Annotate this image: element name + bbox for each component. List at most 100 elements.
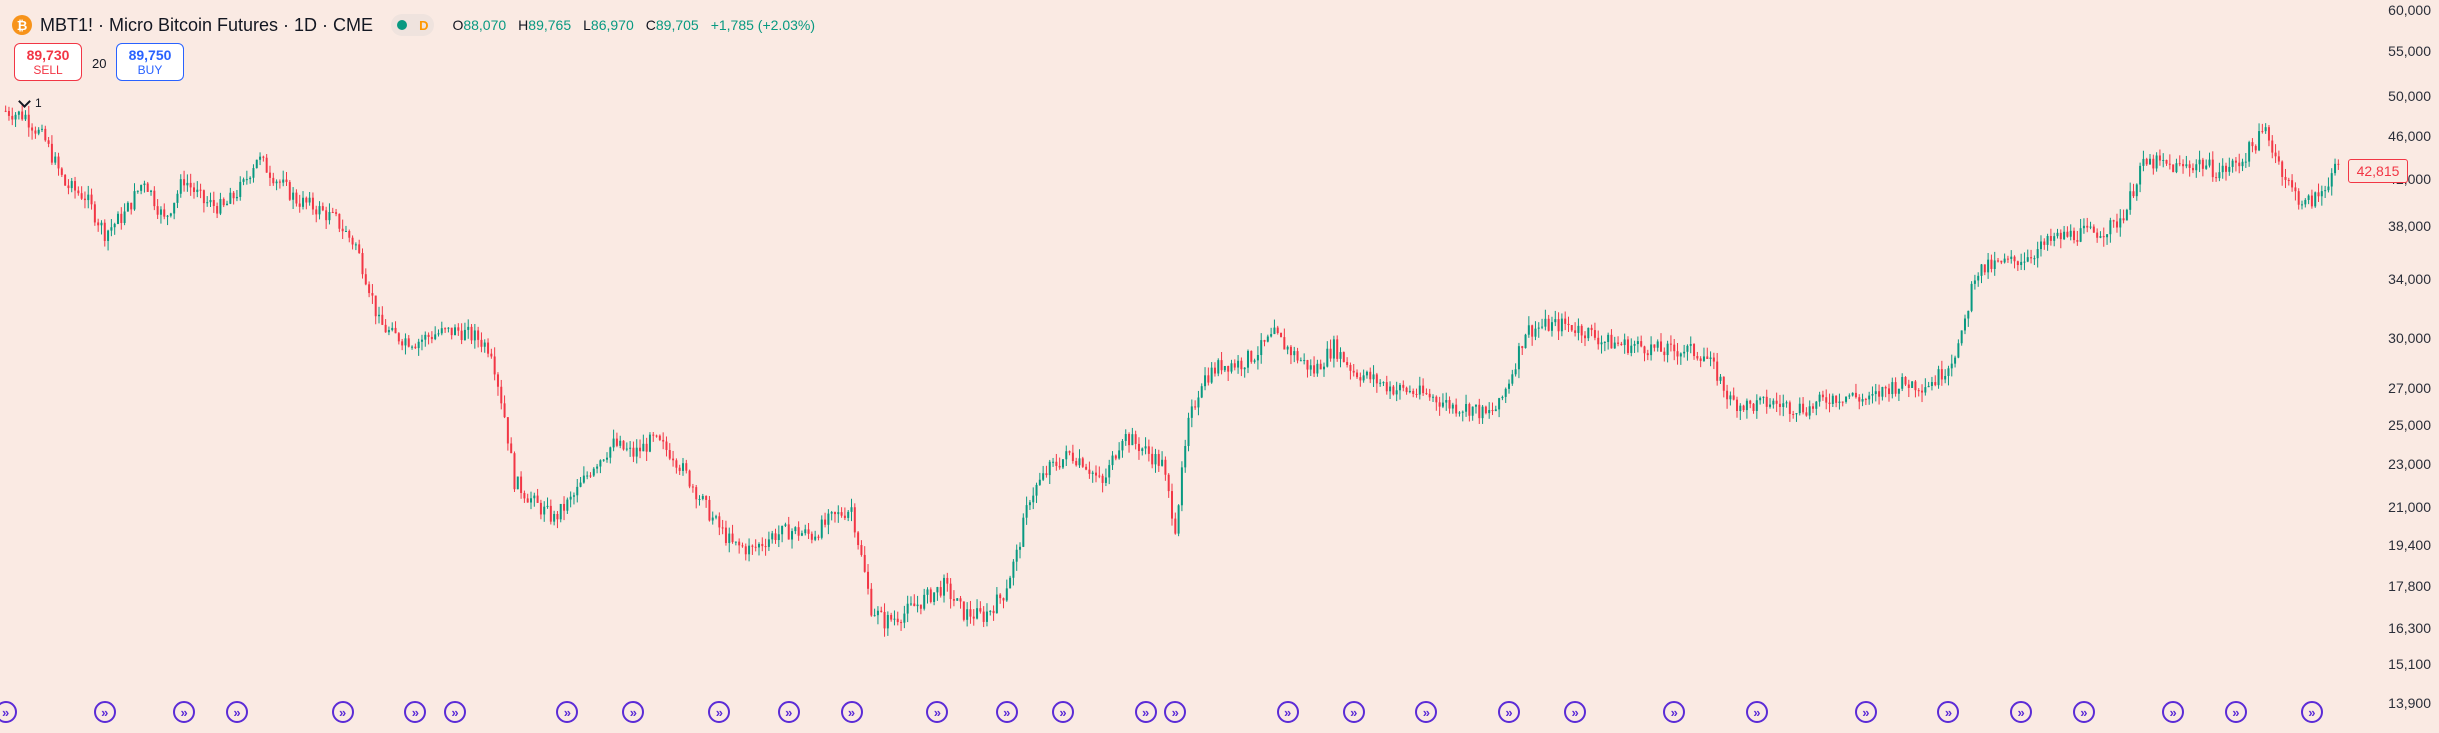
event-marker-icon[interactable]: » bbox=[1498, 701, 1521, 723]
event-marker-icon[interactable]: » bbox=[225, 701, 248, 723]
candle bbox=[1091, 470, 1094, 483]
candle bbox=[1593, 322, 1596, 341]
candle bbox=[797, 521, 800, 541]
event-marker-icon[interactable]: » bbox=[1745, 701, 1768, 723]
candle bbox=[1385, 375, 1388, 395]
event-marker-icon[interactable]: » bbox=[1134, 701, 1157, 723]
candle bbox=[530, 491, 533, 510]
candle bbox=[2165, 159, 2168, 166]
candle bbox=[107, 229, 110, 251]
event-marker-icon[interactable]: » bbox=[444, 701, 466, 723]
order-quantity[interactable]: 20 bbox=[92, 56, 107, 71]
candle bbox=[1451, 402, 1454, 414]
candle bbox=[2241, 158, 2244, 172]
event-marker-icon[interactable]: » bbox=[1164, 701, 1187, 723]
candle bbox=[1739, 403, 1742, 420]
candle bbox=[2327, 177, 2330, 193]
candle bbox=[2175, 158, 2178, 174]
event-marker-icon[interactable]: » bbox=[93, 701, 116, 723]
market-status-pill[interactable]: D bbox=[391, 14, 435, 36]
candle bbox=[1088, 461, 1091, 479]
candle bbox=[1356, 369, 1359, 379]
event-marker-icon[interactable]: » bbox=[840, 701, 863, 723]
event-marker-icon[interactable]: » bbox=[556, 701, 579, 723]
candle bbox=[563, 496, 566, 521]
event-marker-icon[interactable]: » bbox=[1051, 701, 1074, 723]
event-marker-icon[interactable]: » bbox=[2072, 701, 2095, 723]
event-marker-icon[interactable]: » bbox=[404, 701, 427, 723]
event-marker-icon[interactable]: » bbox=[1663, 701, 1686, 723]
event-marker-icon[interactable]: » bbox=[1854, 701, 1877, 723]
event-marker-icon[interactable]: » bbox=[2010, 701, 2033, 723]
candle bbox=[120, 207, 123, 230]
event-marker-icon[interactable]: » bbox=[926, 701, 949, 723]
buy-label: BUY bbox=[137, 63, 163, 77]
candle bbox=[1461, 410, 1464, 422]
candle bbox=[2307, 194, 2310, 205]
event-marker-icon[interactable]: » bbox=[1415, 701, 1438, 723]
candle bbox=[407, 335, 410, 348]
candle bbox=[1643, 345, 1646, 362]
event-marker-icon[interactable]: » bbox=[2224, 701, 2247, 723]
candle bbox=[1656, 339, 1659, 352]
candle bbox=[1755, 394, 1758, 419]
event-marker-icon[interactable]: » bbox=[0, 701, 17, 723]
candle bbox=[1944, 369, 1947, 384]
event-marker-icon[interactable]: » bbox=[777, 701, 800, 723]
event-marker-icon[interactable]: » bbox=[1276, 701, 1299, 723]
candle bbox=[430, 331, 433, 344]
candle bbox=[37, 127, 40, 136]
candle bbox=[2129, 182, 2132, 215]
candle bbox=[1633, 340, 1636, 353]
candle bbox=[368, 281, 371, 298]
event-marker-icon[interactable]: » bbox=[1937, 701, 1960, 723]
candle bbox=[2215, 172, 2218, 182]
candle bbox=[513, 451, 516, 492]
candle bbox=[966, 602, 969, 627]
candle bbox=[1904, 376, 1907, 387]
event-marker-icon[interactable]: » bbox=[2300, 701, 2323, 723]
event-marker-icon[interactable]: » bbox=[1564, 701, 1587, 723]
event-marker-icon[interactable]: » bbox=[708, 701, 731, 723]
candle bbox=[417, 338, 420, 356]
event-marker-icon[interactable]: » bbox=[1342, 701, 1365, 723]
event-marker-icon[interactable]: » bbox=[995, 701, 1018, 723]
candle bbox=[784, 522, 787, 528]
price-tick-label: 21,000 bbox=[2388, 499, 2431, 516]
candle bbox=[288, 180, 291, 202]
candle bbox=[2188, 160, 2191, 177]
event-marker-icon[interactable]: » bbox=[2162, 701, 2185, 723]
symbol-title[interactable]: MBT1! · Micro Bitcoin Futures · 1D · CME bbox=[40, 14, 374, 35]
candle bbox=[929, 587, 932, 604]
candle bbox=[1237, 355, 1240, 374]
candle bbox=[275, 179, 278, 191]
candle bbox=[523, 490, 526, 503]
ohlc-close: C89,705 bbox=[645, 17, 699, 33]
candle bbox=[1749, 399, 1752, 409]
candle bbox=[222, 197, 225, 208]
buy-button[interactable]: 89,750 BUY bbox=[116, 43, 184, 81]
price-tick-label: 46,000 bbox=[2388, 127, 2431, 144]
candle bbox=[1841, 401, 1844, 407]
event-marker-icon[interactable]: » bbox=[331, 701, 354, 723]
candle bbox=[1534, 321, 1537, 341]
candle bbox=[592, 467, 595, 477]
candle bbox=[949, 578, 952, 609]
candle bbox=[629, 441, 632, 457]
candle bbox=[569, 491, 572, 508]
candle bbox=[378, 306, 381, 324]
candle bbox=[774, 528, 777, 544]
event-marker-icon[interactable]: » bbox=[622, 701, 645, 723]
collapse-indicators-button[interactable]: 1 bbox=[10, 90, 50, 116]
candle bbox=[639, 439, 642, 459]
event-marker-icon[interactable]: » bbox=[173, 701, 196, 723]
sell-button[interactable]: 89,730 SELL bbox=[14, 43, 82, 81]
candle bbox=[364, 268, 367, 286]
candle bbox=[206, 196, 209, 207]
candle bbox=[490, 348, 493, 359]
candle bbox=[235, 189, 238, 202]
candle bbox=[2277, 150, 2280, 165]
candle bbox=[381, 306, 384, 326]
candle bbox=[1802, 397, 1805, 415]
